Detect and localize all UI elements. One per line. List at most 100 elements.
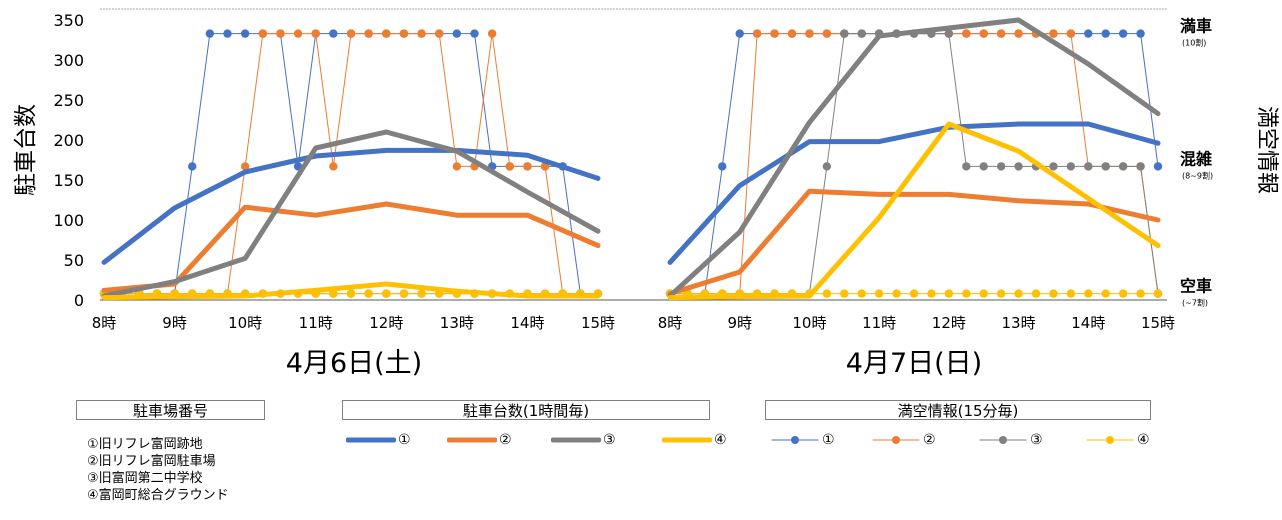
x-tick-label: 12時 — [369, 314, 403, 332]
quarter-point-4 — [346, 289, 356, 298]
quarter-point-1 — [223, 29, 232, 38]
quarter-point-2 — [996, 29, 1006, 38]
quarter-legend-title-box: 満空情報(15分毎) — [765, 400, 1151, 420]
quarter-point-1 — [1136, 29, 1145, 38]
quarter-point-2 — [258, 29, 267, 38]
quarter-point-3 — [996, 162, 1006, 171]
quarter-point-2 — [770, 29, 779, 38]
x-tick-label: 14時 — [510, 314, 544, 332]
status-label: 混雑 — [1180, 149, 1212, 168]
legend-label: ③ — [1030, 432, 1043, 448]
quarter-point-4 — [1084, 289, 1093, 298]
quarter-point-3 — [944, 29, 954, 38]
hourly-line-3 — [667, 17, 1161, 299]
quarter-point-1 — [240, 29, 250, 38]
quarter-point-1 — [205, 29, 215, 38]
quarter-line-2 — [670, 33, 1159, 295]
quarter-point-3 — [822, 162, 832, 171]
legend-quarter-1: ① — [770, 432, 835, 448]
legend-hourly-4-swatch — [661, 437, 713, 443]
quarter-point-2 — [240, 162, 250, 171]
y-tick-label: 50 — [64, 251, 84, 270]
legend-quarter-4: ④ — [1085, 432, 1150, 448]
quarter-point-2 — [276, 29, 285, 38]
quarter-point-4 — [1066, 289, 1076, 298]
quarter-point-2 — [382, 29, 391, 38]
quarter-point-3 — [1049, 162, 1058, 171]
quarter-point-4 — [996, 289, 1006, 298]
quarter-point-4 — [1101, 289, 1110, 298]
legend-label: ④ — [714, 432, 727, 448]
legend-label: ② — [923, 432, 936, 448]
legend-hourly-1-swatch — [345, 437, 397, 443]
quarter-point-3 — [1066, 162, 1076, 171]
x-tick-label: 14時 — [1071, 314, 1105, 332]
legend-label: ① — [398, 432, 411, 448]
quarter-point-2 — [364, 29, 373, 38]
quarter-point-4 — [944, 289, 954, 298]
legend-quarter-1-swatch — [771, 436, 819, 444]
quarter-point-2 — [1066, 29, 1076, 38]
quarter-point-4 — [1153, 289, 1163, 298]
quarter-line-3 — [670, 33, 1159, 295]
key-item-1: ①旧リフレ富岡跡地 — [87, 437, 203, 452]
hourly-line-1 — [101, 147, 601, 265]
quarter-point-1 — [452, 29, 462, 38]
quarter-point-3 — [857, 29, 866, 38]
quarter-point-1 — [718, 162, 727, 171]
x-tick-label: 15時 — [1141, 314, 1175, 332]
hourly-line-3 — [101, 129, 601, 299]
quarter-point-1 — [1101, 29, 1110, 38]
quarter-point-2 — [399, 29, 409, 38]
key-title: 駐車場番号 — [132, 402, 208, 420]
legend-label: ③ — [603, 432, 616, 448]
quarter-point-3 — [1084, 162, 1093, 171]
x-tick-label: 10時 — [228, 314, 262, 332]
quarter-point-2 — [962, 29, 971, 38]
y-axis-label-right: 満空情報 — [1254, 106, 1279, 194]
key-title-box: 駐車場番号 — [76, 400, 265, 420]
quarter-point-3 — [1136, 162, 1145, 171]
y-tick-label: 300 — [53, 51, 84, 70]
quarter-point-1 — [1084, 29, 1093, 38]
legend-label: ④ — [1137, 432, 1150, 448]
legend-hourly-3-swatch — [550, 437, 602, 443]
status-label: 満車 — [1180, 17, 1212, 36]
hourly-line-4 — [101, 281, 601, 301]
legend-label: ① — [822, 432, 835, 448]
quarter-point-4 — [1014, 289, 1023, 298]
quarter-point-4 — [1049, 289, 1058, 298]
quarter-point-4 — [364, 289, 373, 298]
quarter-point-1 — [735, 29, 744, 38]
status-labels: 満車 (10割) 混雑 (8~9割) 空車 (~7割) — [1180, 17, 1213, 308]
quarter-point-2 — [805, 29, 814, 38]
y-axis-label: 駐車台数 — [13, 104, 39, 196]
legend-marker — [892, 436, 900, 444]
key-item-2: ②旧リフレ富岡駐車場 — [87, 454, 216, 469]
status-label: 空車 — [1180, 277, 1212, 296]
quarter-point-2 — [787, 29, 797, 38]
x-tick-label: 11時 — [299, 314, 333, 332]
legend-marker — [1106, 436, 1114, 444]
legend-hourly-4: ④ — [661, 432, 727, 448]
quarter-point-4 — [892, 289, 901, 298]
y-tick-label: 0 — [74, 291, 84, 310]
legend-hourly-2: ② — [446, 432, 512, 448]
quarter-point-4 — [1136, 289, 1145, 298]
y-tick-label: 150 — [53, 171, 84, 190]
quarter-line-1 — [104, 33, 598, 295]
quarter-point-4 — [399, 289, 409, 298]
quarter-point-4 — [927, 289, 936, 298]
quarter-point-2 — [1049, 29, 1058, 38]
date-label-sat: 4月6日(土) — [286, 348, 422, 379]
status-sublabel: (8~9割) — [1182, 170, 1213, 180]
quarter-line-1 — [670, 33, 1159, 295]
quarter-point-3 — [979, 162, 988, 171]
x-tick-label: 12時 — [932, 314, 966, 332]
status-sublabel: (~7割) — [1182, 298, 1208, 308]
quarter-point-4 — [417, 289, 426, 298]
hourly-legend-title-box: 駐車台数(1時間毎) — [342, 400, 710, 420]
quarter-point-1 — [1118, 29, 1128, 38]
legend-hourly-3: ③ — [550, 432, 616, 448]
hourly-line-2 — [101, 201, 601, 293]
